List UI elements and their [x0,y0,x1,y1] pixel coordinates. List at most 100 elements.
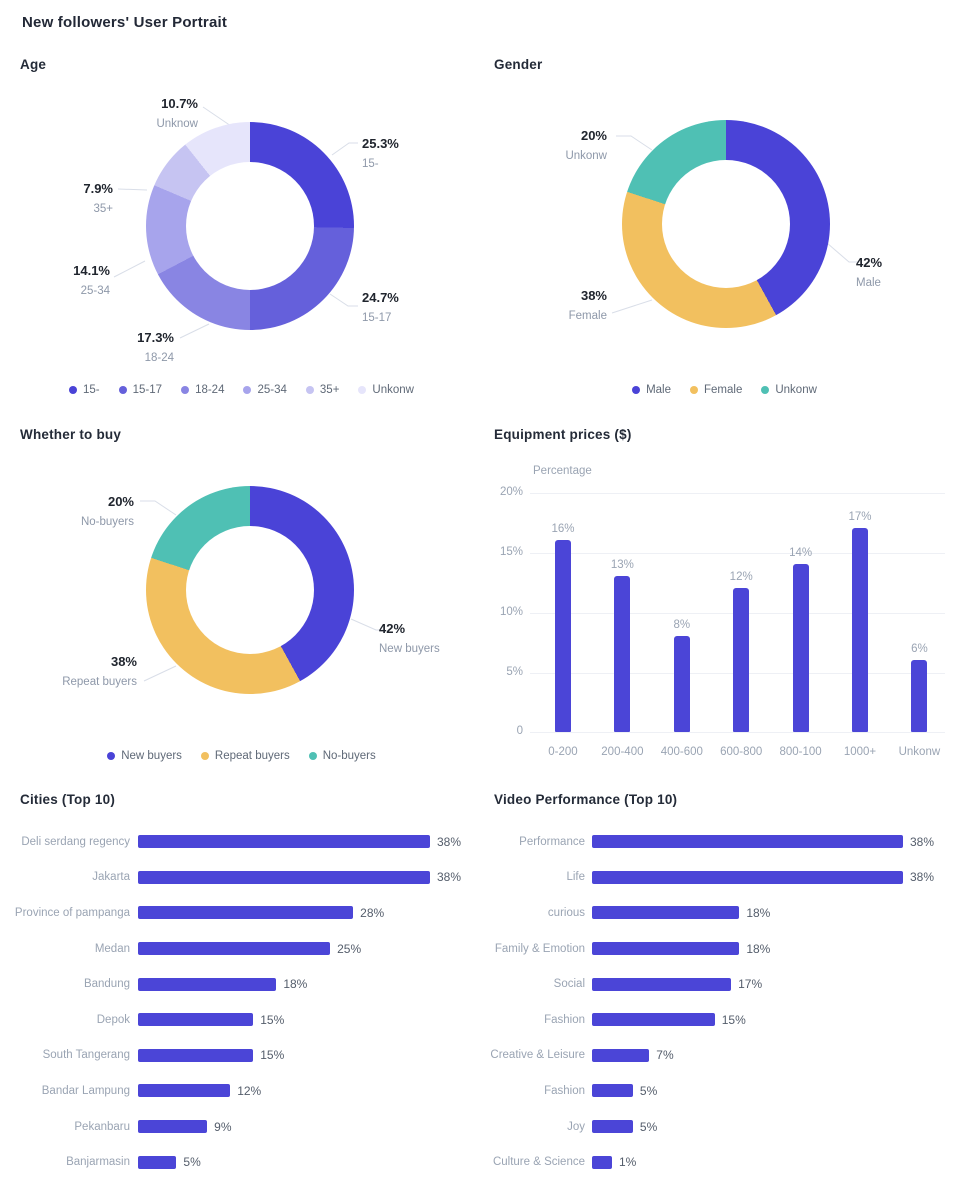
legend-item-no-buyers[interactable]: No-buyers [308,750,376,762]
bar-social[interactable] [592,977,732,991]
bar-row-curious: curious 18% [474,895,966,931]
bar-family-emotion[interactable] [592,942,740,956]
bar-fashion[interactable] [592,1084,633,1098]
legend-item-female[interactable]: Female [690,384,742,396]
bar-value-label: 38% [437,870,462,885]
bar-row-medan: Medan 25% [0,931,483,967]
bar-bandar-lampung[interactable] [138,1084,231,1098]
y-axis-tick: 0 [516,725,523,737]
whether-to-buy-donut-chart[interactable] [146,486,354,694]
bar-pekanbaru[interactable] [138,1120,208,1134]
legend-label: Unkonw [775,384,817,396]
callout-label: 18-24 [144,352,174,364]
bar-1000[interactable] [852,528,868,732]
bar-performance[interactable] [592,835,903,849]
category-label: Creative & Leisure [490,1049,585,1062]
legend-item-male[interactable]: Male [632,384,671,396]
bar-deli-serdang-regency[interactable] [138,835,430,849]
bar-row-performance: Performance 38% [474,824,966,860]
bar-life[interactable] [592,870,903,884]
category-label: Banjarmasin [66,1156,130,1169]
bar-curious[interactable] [592,906,740,920]
legend-dot [243,386,252,394]
category-label: Life [566,871,585,884]
legend-dot [358,386,367,394]
x-axis-tick: Unkonw [898,746,941,758]
gridline [530,493,945,494]
donut-hole [186,526,314,654]
legend-item-15-17[interactable]: 15-17 [118,384,163,396]
bar-value-label: 5% [639,1119,658,1134]
bar-row-culture-science: Culture & Science 1% [474,1144,966,1180]
y-axis-tick: 20% [499,486,523,498]
bar-0-200[interactable] [555,540,571,732]
legend-label: New buyers [121,750,182,762]
category-label: Family & Emotion [494,942,585,955]
legend-label: No-buyers [322,750,376,762]
legend-item-15[interactable]: 15- [69,384,100,396]
bar-value-label: 12% [237,1083,262,1098]
callout-pct: 7.9% [83,181,113,196]
callout-age-unknow: 10.7% Unknow [118,96,198,131]
bar-medan[interactable] [138,942,331,956]
bar-value-label: 28% [360,905,385,920]
x-axis-tick: 0-200 [548,746,578,758]
chart-title-equipment-prices: Equipment prices ($) [494,427,632,442]
bar-value-label: 15% [721,1012,746,1027]
bar-row-banjarmasin: Banjarmasin 5% [0,1144,483,1180]
callout-label: 25-34 [80,285,110,297]
bar-south-tangerang[interactable] [138,1048,254,1062]
category-label: Depok [96,1013,130,1026]
category-label: curious [547,906,585,919]
donut-hole [662,160,790,288]
bar-culture-science[interactable] [592,1155,612,1169]
category-label: Performance [519,835,585,848]
x-axis-tick: 600-800 [720,746,763,758]
legend-label: 25-34 [257,384,287,396]
legend-item-25-34[interactable]: 25-34 [243,384,287,396]
bar-value-label: 5% [183,1155,201,1170]
chart-title-age: Age [20,57,47,72]
bar-jakarta[interactable] [138,870,430,884]
bar-value-label: 18% [746,905,771,920]
bar-800-100[interactable] [792,564,809,732]
callout-buy-repeat-buyers: 38% Repeat buyers [57,654,137,689]
legend-item-unkonw[interactable]: Unkonw [761,384,817,396]
callout-gender-unkonw: 20% Unkonw [527,128,607,163]
bar-value-label: 9% [214,1119,232,1134]
bar-value-label: 17% [848,511,872,523]
bar-row-jakarta: Jakarta 38% [0,860,483,896]
bar-fashion[interactable] [592,1013,715,1027]
bar-unkonw[interactable] [911,660,928,732]
legend-label: 15-17 [132,384,163,396]
legend-item-repeat-buyers[interactable]: Repeat buyers [200,750,290,762]
callout-label: 15-17 [362,312,392,324]
legend-item-35[interactable]: 35+ [305,384,339,396]
bar-400-600[interactable] [673,636,690,732]
bar-banjarmasin[interactable] [138,1155,177,1169]
callout-pct: 42% [379,621,406,636]
bar-province-of-pampanga[interactable] [138,906,354,920]
legend-item-18-24[interactable]: 18-24 [181,384,224,396]
bar-600-800[interactable] [733,588,750,732]
chart-title-whether-to-buy: Whether to buy [20,427,122,442]
gender-donut-chart[interactable] [622,120,830,328]
bar-row-creative-leisure: Creative & Leisure 7% [474,1038,966,1074]
bar-creative-leisure[interactable] [592,1048,650,1062]
age-donut-chart[interactable] [146,122,354,330]
callout-pct: 20% [107,494,134,509]
bar-depok[interactable] [138,1013,254,1027]
category-label: South Tangerang [42,1049,130,1062]
legend-item-new-buyers[interactable]: New buyers [107,750,182,762]
legend-item-unkonw[interactable]: Unkonw [358,384,414,396]
bar-row-bandar-lampung: Bandar Lampung 12% [0,1073,483,1109]
bar-200-400[interactable] [614,576,631,732]
bar-joy[interactable] [592,1120,633,1134]
chart-title-gender: Gender [494,57,543,72]
bar-bandung[interactable] [138,977,277,991]
legend-label: Female [704,384,743,396]
bar-value-label: 6% [911,643,928,655]
bar-row-pekanbaru: Pekanbaru 9% [0,1109,483,1145]
bar-value-label: 18% [746,941,771,956]
